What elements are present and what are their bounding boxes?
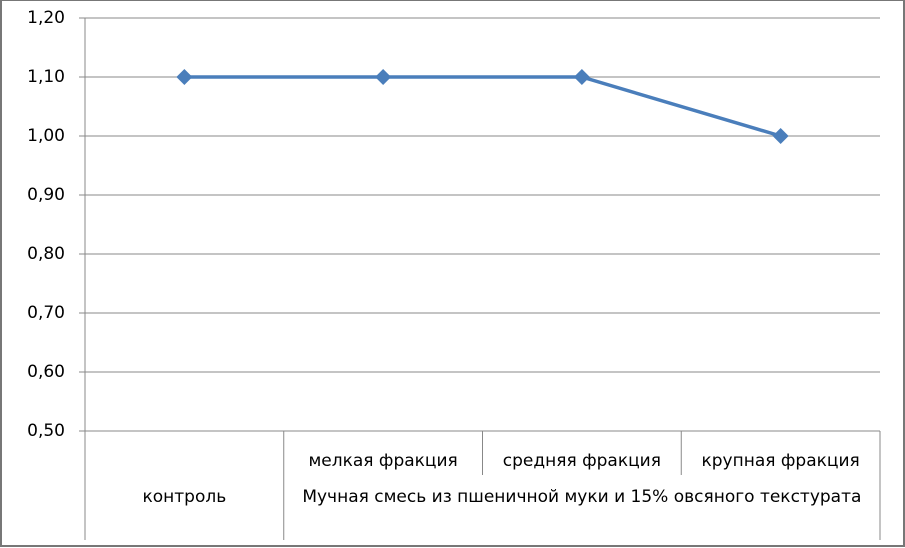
group-label-box: контроль <box>142 487 227 507</box>
group-label-box: Мучная смесь из пшеничной муки и 15% овс… <box>302 487 862 507</box>
group-label: Мучная смесь из пшеничной муки и 15% овс… <box>302 487 862 507</box>
y-tick-label: 0,90 <box>27 185 65 205</box>
y-tick-label: 1,00 <box>27 126 65 146</box>
line <box>184 75 782 138</box>
y-tick-label: 0,60 <box>27 362 65 382</box>
marker <box>176 69 193 85</box>
marker <box>375 69 392 85</box>
marker <box>573 69 590 85</box>
y-tick-label: 0,70 <box>27 303 65 323</box>
x-tick-label: средняя фракция <box>503 451 661 471</box>
x-tick-label: крупная фракция <box>701 451 859 471</box>
x-tick-label: мелкая фракция <box>308 451 457 471</box>
group-label: контроль <box>142 487 227 507</box>
y-tick-label: 1,20 <box>27 8 65 28</box>
y-tick-label: 0,80 <box>27 244 65 264</box>
y-tick-label: 0,50 <box>27 421 65 441</box>
y-tick-label: 1,10 <box>27 67 65 87</box>
marker <box>772 128 789 144</box>
